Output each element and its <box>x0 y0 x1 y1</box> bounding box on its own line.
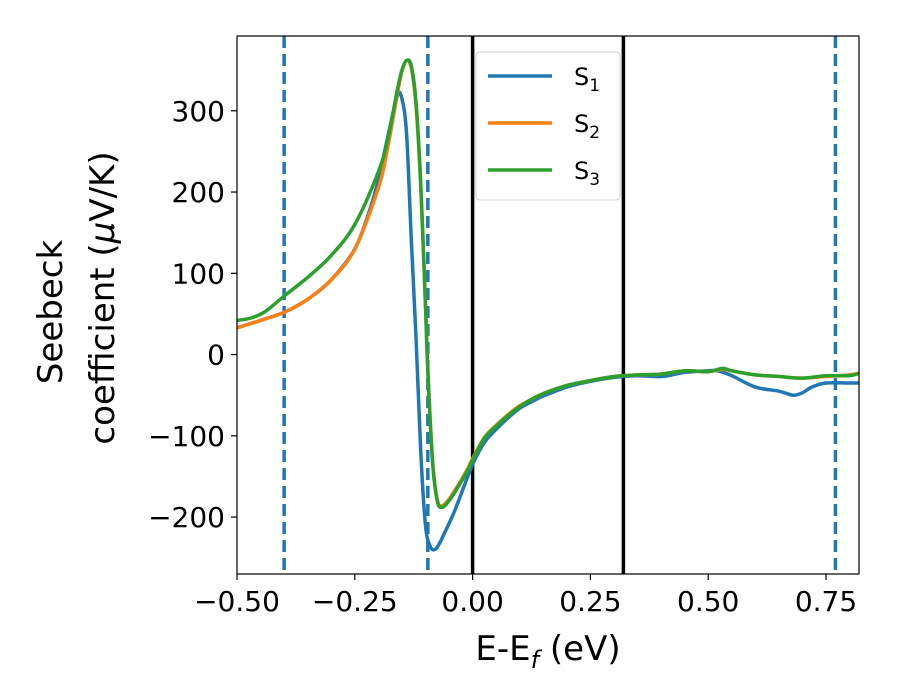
y-axis-title-line2-end: V/K) <box>83 151 123 221</box>
x-tick-label: −0.50 <box>194 585 280 618</box>
x-axis-title-unit: (eV) <box>539 629 621 669</box>
y-axis-title: Seebeck coefficient (μV/K) <box>31 151 123 444</box>
y-tick-label: −200 <box>148 501 225 534</box>
y-axis-title-line2-start: coefficient ( <box>83 243 123 444</box>
legend-label-S3: S3 <box>574 157 600 190</box>
y-axis-title-mu: μ <box>83 222 123 245</box>
legend-label-S1: S1 <box>574 63 600 96</box>
x-axis-title: E-Ef (eV) <box>475 629 620 674</box>
x-axis-ticks: −0.50 −0.25 0.00 0.25 0.50 0.75 <box>194 574 857 618</box>
plot-frame <box>236 35 860 575</box>
y-axis-title-line1: Seebeck <box>31 240 71 385</box>
x-tick-label: 0.00 <box>441 585 503 618</box>
y-axis-title-line2: coefficient (μV/K) <box>83 151 123 444</box>
legend-label-S2: S2 <box>574 110 600 143</box>
series-layer <box>237 58 859 552</box>
x-tick-label: 0.25 <box>559 585 621 618</box>
legend-box <box>475 51 621 201</box>
y-tick-label: −100 <box>148 420 225 453</box>
y-tick-label: 200 <box>172 176 225 209</box>
x-axis-title-main: E-E <box>475 629 530 669</box>
y-tick-label: 300 <box>172 95 225 128</box>
legend: S1 S2 S3 <box>475 51 621 201</box>
series-line-S3 <box>237 58 859 510</box>
reference-lines <box>282 36 838 574</box>
y-tick-label: 100 <box>172 257 225 290</box>
y-tick-label: 0 <box>207 339 225 372</box>
x-tick-label: −0.25 <box>312 585 398 618</box>
x-tick-label: 0.75 <box>795 585 857 618</box>
x-tick-label: 0.50 <box>677 585 739 618</box>
y-axis-ticks: −200 −100 0 100 200 300 <box>148 95 237 534</box>
